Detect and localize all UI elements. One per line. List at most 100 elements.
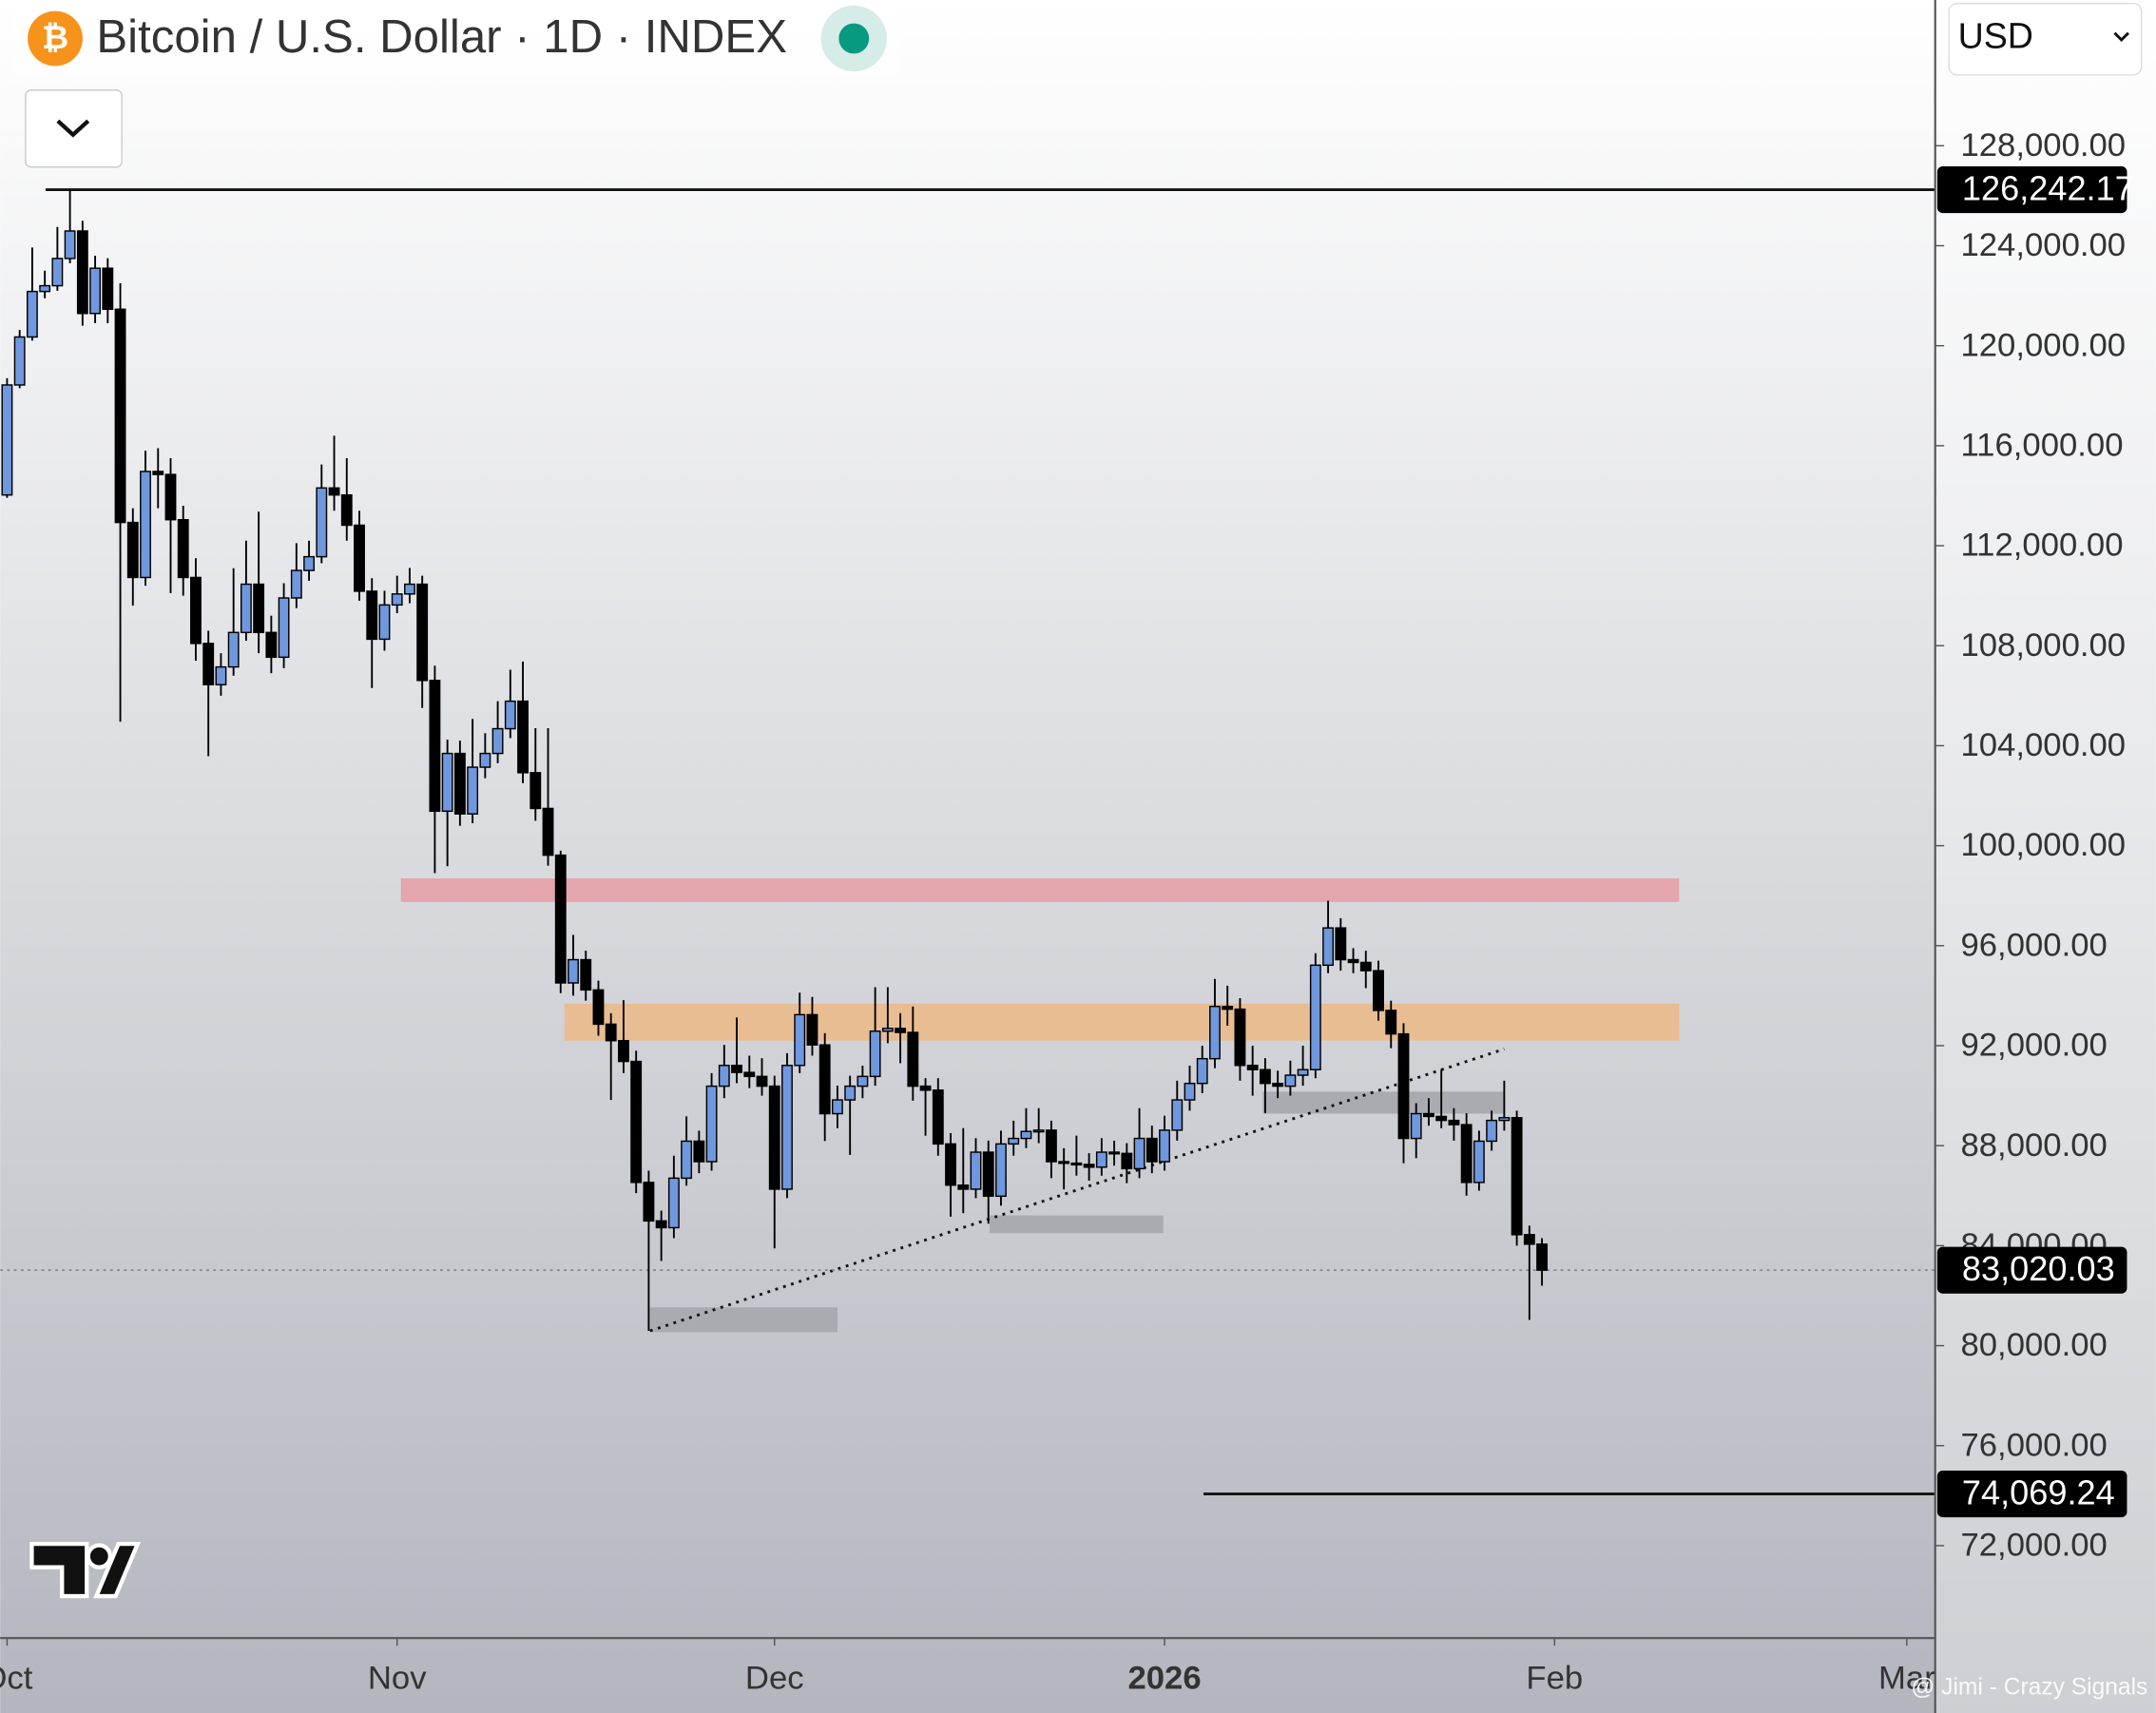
candle-body xyxy=(479,752,491,768)
y-tick-label: 80,000.00 xyxy=(1960,1327,2107,1363)
candle-body xyxy=(1196,1057,1208,1085)
zone xyxy=(649,1307,837,1333)
candle-body xyxy=(982,1151,994,1198)
bitcoin-icon xyxy=(28,10,83,67)
candle-body xyxy=(391,593,403,606)
candle-body xyxy=(1486,1119,1498,1143)
header-bg xyxy=(13,2,901,75)
candle-body xyxy=(630,1060,643,1184)
candle-body xyxy=(1121,1152,1133,1170)
candle-body xyxy=(278,597,290,659)
candle-body xyxy=(806,1013,818,1046)
candle-body xyxy=(1460,1124,1473,1184)
x-tick-label: Feb xyxy=(1526,1660,1583,1696)
candle-body xyxy=(140,471,151,579)
candle-body xyxy=(491,727,504,755)
candle-body xyxy=(667,1177,680,1229)
x-tick-label: Mar xyxy=(1878,1660,1935,1696)
candle-body xyxy=(857,1075,869,1087)
candle-body xyxy=(1423,1112,1434,1118)
candle-body xyxy=(1095,1151,1107,1168)
candle-body xyxy=(416,583,429,682)
candle-body xyxy=(1272,1082,1284,1087)
watermark: @ Jimi - Crazy Signals xyxy=(1911,1674,2147,1700)
y-tick-label: 72,000.00 xyxy=(1960,1528,2107,1564)
candle-body xyxy=(1171,1099,1184,1131)
candle-body xyxy=(995,1143,1007,1198)
candle-body xyxy=(605,1023,617,1042)
candle-body xyxy=(869,1030,881,1078)
candle-body xyxy=(1058,1161,1070,1164)
candle-body xyxy=(832,1099,843,1115)
candle-body xyxy=(542,807,554,856)
candle-body xyxy=(215,665,227,685)
candle-body xyxy=(1284,1074,1297,1087)
candle-body xyxy=(705,1085,718,1163)
candle-body xyxy=(303,555,315,571)
candle-body xyxy=(517,700,529,774)
dropdown-chevron xyxy=(2113,31,2129,42)
candle-body xyxy=(1536,1243,1549,1271)
collapse-button[interactable] xyxy=(25,89,123,168)
candle-body xyxy=(1070,1162,1083,1166)
candle-body xyxy=(1397,1032,1410,1140)
candle-body xyxy=(1511,1117,1523,1236)
candle-body xyxy=(718,1065,730,1087)
candle-body xyxy=(881,1028,894,1032)
y-tick-label: 76,000.00 xyxy=(1960,1427,2107,1463)
candle-body xyxy=(64,230,76,260)
y-tick-label: 108,000.00 xyxy=(1960,627,2126,664)
y-tick-label: 120,000.00 xyxy=(1960,327,2126,363)
status-dot[interactable] xyxy=(838,23,870,54)
candle-body xyxy=(1159,1129,1170,1163)
candle-body xyxy=(1234,1008,1246,1067)
candle-body xyxy=(554,854,567,984)
currency-label: USD xyxy=(1958,15,2033,55)
candle-body xyxy=(592,989,605,1026)
candle-body xyxy=(957,1184,970,1190)
candle-body xyxy=(1322,927,1335,967)
candle-body xyxy=(152,471,164,475)
candle-body xyxy=(580,958,592,991)
candle-body xyxy=(768,1085,780,1190)
candle-body xyxy=(1108,1151,1121,1155)
candle-body xyxy=(404,583,415,595)
candle-body xyxy=(1359,961,1372,972)
candle-body xyxy=(13,336,26,386)
candle-body xyxy=(51,258,64,287)
price-label: 74,069.24 xyxy=(1962,1473,2115,1512)
candle-body xyxy=(1309,964,1321,1070)
y-tick-label: 92,000.00 xyxy=(1960,1028,2107,1064)
candle-body xyxy=(1410,1112,1422,1140)
zone xyxy=(564,1003,1680,1041)
chevron xyxy=(56,119,90,138)
candle-body xyxy=(1373,970,1384,1011)
candle-body xyxy=(240,583,252,634)
x-tick-label: 2026 xyxy=(1127,1660,1201,1696)
candle-body xyxy=(1209,1005,1221,1060)
candle-body xyxy=(1259,1068,1271,1085)
candle-body xyxy=(453,752,466,815)
candle-body xyxy=(504,700,516,730)
zone xyxy=(1262,1091,1505,1114)
tv-logo xyxy=(29,1541,142,1599)
y-tick-label: 96,000.00 xyxy=(1960,927,2107,963)
candle-body xyxy=(26,290,38,338)
price-label-bg xyxy=(1936,1470,2127,1518)
plot-area xyxy=(0,188,1935,1495)
candle-body xyxy=(114,308,126,524)
zone xyxy=(990,1215,1164,1234)
candle-body xyxy=(568,958,579,984)
candle-body xyxy=(1498,1117,1511,1122)
currency-dropdown[interactable] xyxy=(1948,2,2143,76)
y-tick-label: 100,000.00 xyxy=(1960,827,2126,863)
price-label-bg xyxy=(1936,165,2127,214)
candle-body xyxy=(743,1071,756,1078)
candle-body xyxy=(340,493,353,527)
candle-body xyxy=(781,1065,793,1190)
candle-body xyxy=(1222,1005,1234,1010)
candle-body xyxy=(945,1143,956,1186)
candle-body xyxy=(1246,1065,1259,1070)
candle-body xyxy=(794,1013,806,1067)
